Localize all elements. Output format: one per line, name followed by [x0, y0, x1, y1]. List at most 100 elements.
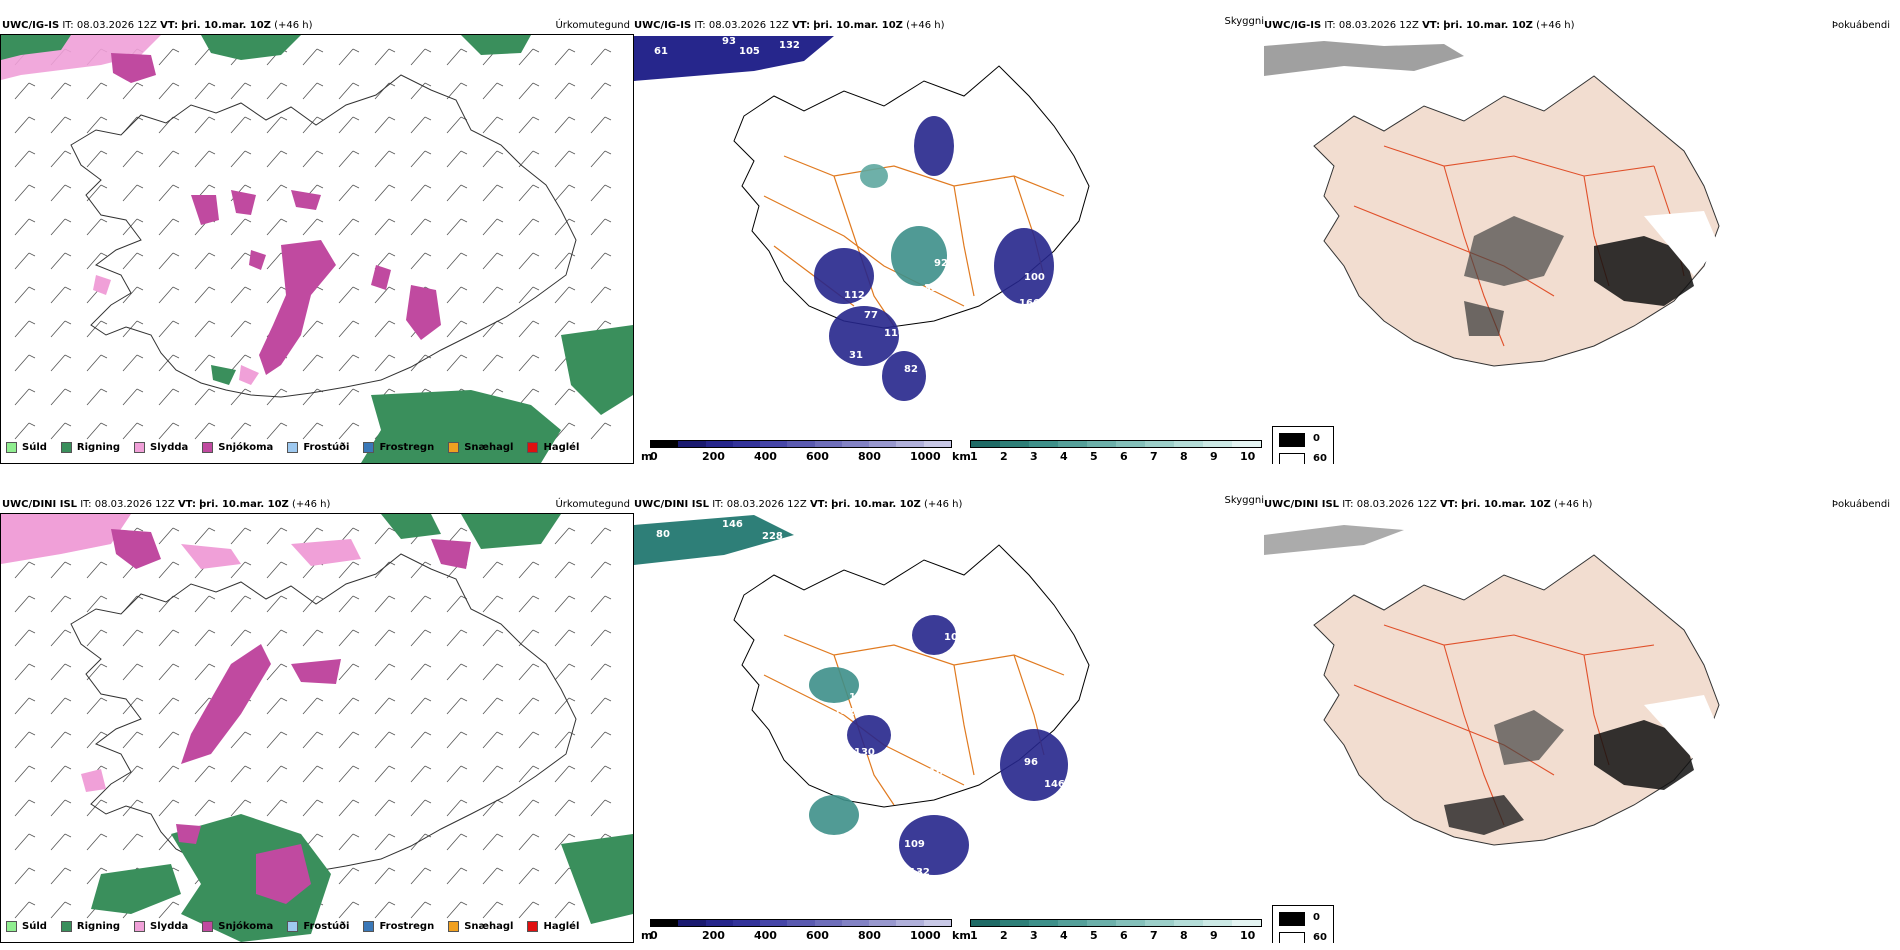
visibility-title: Skyggni [1224, 16, 1264, 27]
wind-barb [122, 286, 144, 304]
wind-barb [446, 150, 468, 168]
wind-barb [194, 388, 216, 406]
wind-barb [518, 116, 540, 134]
wind-barb [446, 697, 468, 715]
wind-barb [230, 252, 252, 270]
wind-barb [14, 320, 36, 338]
model-name: UWC/IG-IS [1264, 20, 1322, 31]
ceiling-value: 228 [762, 531, 783, 542]
wind-barb [158, 48, 180, 66]
vt-value: þri. 10.mar. 10Z [1443, 20, 1533, 31]
iceland-outline [70, 553, 577, 877]
wind-barb [590, 150, 612, 168]
wind-barb [302, 629, 324, 647]
wind-barb [266, 218, 288, 236]
it-value: 08.03.2026 12Z [94, 499, 175, 510]
wind-barb [554, 82, 576, 100]
wind-barb [50, 697, 72, 715]
wind-barb [158, 799, 180, 817]
wind-barb [590, 422, 612, 440]
precip-map[interactable] [0, 513, 634, 943]
fog-map-svg[interactable] [1264, 36, 1900, 456]
wind-barb [266, 697, 288, 715]
wind-barb [410, 901, 432, 919]
wind-barb [374, 527, 396, 545]
legend-label: Slydda [150, 442, 189, 453]
ceiling-value: 146 [1044, 779, 1065, 790]
wind-barb [554, 48, 576, 66]
row1-fog-panel: UWC/IG-IS IT: 08.03.2026 12Z VT: þri. 10… [1264, 14, 1900, 464]
scale-swatch [1203, 920, 1232, 926]
wind-barb [590, 218, 612, 236]
wind-barb [482, 252, 504, 270]
it-value: 08.03.2026 12Z [726, 499, 807, 510]
wind-barb [482, 663, 504, 681]
wind-barb [554, 422, 576, 440]
wind-barb [14, 252, 36, 270]
wind-barb [518, 82, 540, 100]
legend-swatch [363, 921, 375, 932]
wind-barb [410, 218, 432, 236]
legend-swatch [60, 442, 72, 453]
ceiling-value: 105 [739, 46, 760, 57]
fog-map-svg[interactable] [1264, 515, 1900, 935]
ceiling-value: 107 [944, 632, 965, 643]
precip-map[interactable] [0, 34, 634, 464]
wind-barb [554, 116, 576, 134]
wind-barb [50, 82, 72, 100]
legend-label: Frostúði [303, 442, 350, 453]
wind-barb [266, 663, 288, 681]
scale-swatch [678, 920, 706, 926]
row1-precip-panel: UWC/IG-IS IT: 08.03.2026 12Z VT: þri. 10… [0, 14, 634, 464]
row1-ceiling-panel: UWC/IG-IS IT: 08.03.2026 12Z VT: þri. 10… [634, 14, 1264, 464]
wind-barb [50, 422, 72, 440]
legend-label: Frostregn [379, 442, 435, 453]
fog-legend-swatch [1279, 453, 1305, 464]
lead-time: (+46 h) [1536, 20, 1575, 31]
legend-label: Rigning [76, 921, 121, 932]
legend-swatch [287, 921, 299, 932]
ceiling-value: 82 [904, 364, 918, 375]
precip-map-svg [1, 514, 633, 942]
legend-item: Haglél [527, 442, 579, 453]
wind-barb [338, 320, 360, 338]
wind-barb [518, 765, 540, 783]
wind-barb [302, 354, 324, 372]
wind-barb [590, 697, 612, 715]
vt-value: þri. 10.mar. 10Z [831, 499, 921, 510]
wind-barb [482, 765, 504, 783]
wind-barb [374, 697, 396, 715]
wind-barb [194, 595, 216, 613]
wind-barb [302, 697, 324, 715]
wind-barb [446, 901, 468, 919]
wind-barb [14, 218, 36, 236]
wind-barb [194, 116, 216, 134]
wind-barb [338, 388, 360, 406]
wind-barb [86, 150, 108, 168]
wind-barb [482, 833, 504, 851]
wind-barb [518, 867, 540, 885]
wind-barb [590, 82, 612, 100]
wind-barb [374, 82, 396, 100]
vt-label: VT: [177, 499, 196, 510]
ceiling-value: 198 [1044, 308, 1065, 319]
vt-value: þri. 10.mar. 10Z [813, 20, 903, 31]
scale-swatch [869, 441, 897, 447]
wind-barb [446, 799, 468, 817]
wind-barb [338, 116, 360, 134]
scale-swatch [732, 441, 761, 447]
scale-tick: 600 [806, 450, 829, 463]
wind-barb [302, 82, 324, 100]
scale-swatch [1116, 920, 1145, 926]
wind-barb [338, 354, 360, 372]
wind-barb [14, 116, 36, 134]
legend-swatch [60, 921, 72, 932]
wind-barb [14, 286, 36, 304]
scale-unit: km [952, 450, 971, 463]
scale-swatch [1232, 920, 1261, 926]
wind-barb [446, 595, 468, 613]
scale-swatch [814, 920, 842, 926]
precip-areas [1, 35, 633, 463]
